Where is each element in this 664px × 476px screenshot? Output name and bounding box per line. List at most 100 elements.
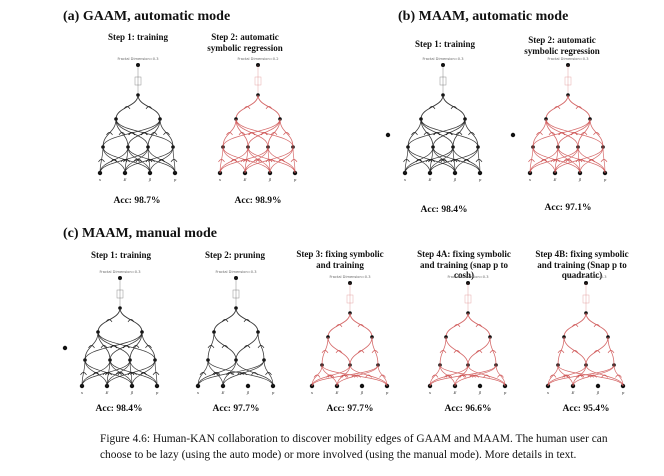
activation-glyph (128, 132, 135, 136)
activation-glyph (335, 350, 343, 354)
activation-glyph (536, 132, 543, 136)
activation-glyph (425, 159, 433, 163)
activation-glyph (237, 372, 244, 376)
activation-glyph (548, 132, 556, 136)
activation-glyph (411, 132, 418, 136)
activation-glyph (98, 159, 105, 163)
step-title-c3: Step 3: fixing symbolic and training (296, 249, 384, 270)
activation-glyph (354, 374, 361, 378)
acc-label-a1: Acc: 98.7% (113, 196, 161, 206)
activation-glyph (450, 159, 458, 163)
edge-line (557, 336, 565, 366)
activation-glyph (257, 345, 265, 349)
edge-line (445, 312, 469, 338)
activation-glyph (278, 159, 285, 163)
input-label: x (219, 177, 222, 182)
edge-line (292, 146, 296, 174)
activation-glyph (102, 372, 110, 376)
edge-line (102, 118, 161, 148)
edge-line (589, 118, 604, 148)
activation-glyph (475, 324, 483, 328)
node-dot (452, 170, 458, 176)
activation-glyph (290, 159, 298, 163)
edge-line (244, 146, 294, 174)
step-title-c1: Step 1: training (90, 250, 151, 260)
figure-caption: Figure 4.6: Human-KAN collaboration to d… (100, 433, 608, 461)
activation-glyph (575, 106, 583, 110)
node-dot (348, 281, 352, 285)
activation-glyph (213, 372, 221, 376)
input-label: x (81, 390, 84, 395)
edge-line (467, 312, 491, 338)
edge-line (197, 359, 265, 387)
activation-glyph (145, 345, 152, 349)
activation-glyph (453, 324, 461, 328)
activation-glyph (255, 159, 263, 163)
edge-line (442, 94, 466, 120)
edge-line (141, 331, 156, 361)
input-label: β (148, 177, 152, 182)
activation-glyph (327, 374, 335, 378)
activation-glyph (218, 159, 225, 163)
activation-glyph (221, 345, 229, 349)
edge-line (613, 364, 624, 387)
edge-line (81, 359, 131, 387)
edge-line (454, 146, 479, 174)
edge-line (432, 118, 466, 148)
edge-line (585, 364, 624, 387)
diagram-header: Fractal Dimension=0.3 (565, 275, 606, 279)
activation-glyph (497, 374, 504, 378)
activation-box (439, 76, 447, 86)
activation-glyph (230, 159, 238, 163)
input-label: β (268, 177, 272, 182)
edge-line (84, 331, 143, 361)
edge-line (429, 364, 497, 387)
input-label: β (360, 390, 364, 395)
node-dot (385, 132, 391, 138)
node-dot (510, 132, 516, 138)
edge-line (263, 359, 274, 387)
diagram-header: Fractal Dimension=0.3 (447, 275, 488, 279)
diagram-header: Fractal Dimension=0.2 (237, 57, 278, 61)
edge-line (545, 94, 569, 120)
edge-line (267, 118, 281, 148)
activation-box (254, 76, 262, 86)
node-dot (245, 383, 251, 389)
node-dot (267, 170, 273, 176)
input-label: x (429, 390, 432, 395)
node-dot (552, 170, 558, 176)
activation-glyph (565, 159, 573, 163)
activation-glyph (590, 374, 597, 378)
input-label: x (547, 390, 550, 395)
edge-line (349, 312, 373, 338)
activation-glyph (431, 374, 439, 378)
edge-line (279, 118, 294, 148)
node-dot (97, 170, 103, 176)
activation-glyph (240, 372, 247, 376)
diagram-header: Fractal Dimension=0.3 (422, 57, 463, 61)
edge-line (235, 331, 259, 361)
input-label: β (453, 177, 457, 182)
activation-glyph (571, 324, 579, 328)
activation-glyph (423, 132, 431, 136)
activation-glyph (439, 350, 447, 354)
activation-glyph (357, 350, 365, 354)
activation-glyph (575, 159, 583, 163)
edge-line (137, 94, 161, 120)
edge-line (106, 359, 156, 387)
activation-glyph (260, 132, 268, 136)
activation-glyph (563, 374, 571, 378)
activation-glyph (576, 374, 583, 378)
activation-glyph (445, 374, 453, 378)
edge-line (109, 331, 143, 361)
activation-box (346, 294, 354, 304)
edge-line (336, 364, 379, 387)
input-label: E (553, 177, 557, 182)
input-label: p (272, 390, 275, 395)
edge-line (327, 336, 351, 366)
